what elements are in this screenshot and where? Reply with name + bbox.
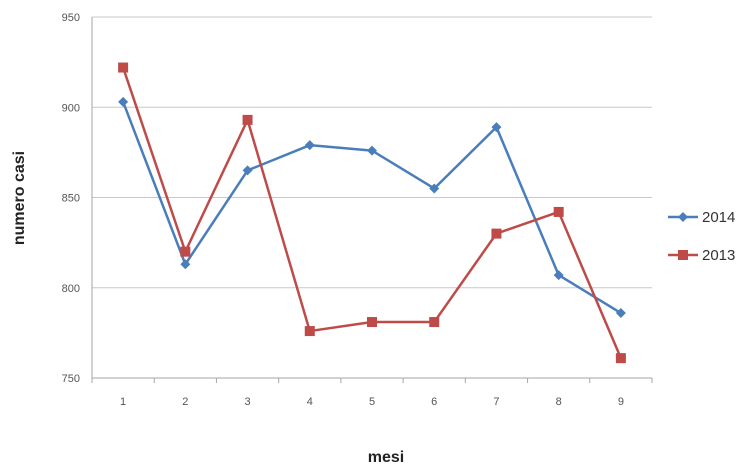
- data-point-2013: [491, 228, 502, 239]
- series-lines: [118, 62, 626, 364]
- series-line-2014: [121, 101, 622, 315]
- data-point-2014: [304, 140, 315, 151]
- series-line-2013: [121, 67, 623, 359]
- data-point-2014: [367, 145, 377, 156]
- data-point-2014: [429, 183, 440, 194]
- y-tick-label: 750: [62, 373, 80, 385]
- data-point-2013: [118, 62, 129, 73]
- series-2014: [118, 96, 626, 319]
- y-tick-label: 850: [62, 193, 80, 205]
- x-tick-label: 2: [182, 396, 188, 408]
- x-tick-label: 7: [493, 396, 499, 408]
- gridlines: [91, 16, 653, 383]
- y-tick-label: 900: [62, 102, 80, 114]
- data-point-2014: [242, 165, 253, 176]
- x-tick-label: 1: [120, 396, 126, 408]
- x-axis-title: mesi: [368, 449, 404, 466]
- x-tick-label: 5: [369, 396, 375, 408]
- data-point-2013: [367, 317, 377, 328]
- y-axis-title: numero casi: [11, 151, 28, 245]
- series-2013: [118, 62, 626, 364]
- data-point-2013: [553, 206, 564, 217]
- legend: 2014 2013: [668, 209, 735, 264]
- data-point-2014: [491, 122, 502, 133]
- legend-item-2013: 2013: [668, 247, 735, 264]
- x-tick-label: 6: [431, 396, 437, 408]
- data-point-2014: [615, 308, 626, 319]
- data-point-2013: [242, 114, 253, 125]
- x-tick-label: 8: [556, 396, 562, 408]
- legend-marker: [678, 250, 688, 260]
- data-point-2013: [180, 246, 191, 257]
- data-point-2014: [180, 259, 191, 270]
- data-point-2014: [118, 96, 129, 107]
- legend-marker: [678, 212, 688, 222]
- x-tick-label: 3: [244, 396, 250, 408]
- legend-item-2014: 2014: [668, 209, 735, 226]
- legend-label: 2013: [702, 247, 735, 264]
- x-axis-ticks: 1 2 3 4 5 6 7 8 9: [120, 396, 624, 408]
- y-axis-ticks: 750 800 850 900 950: [62, 12, 80, 385]
- data-point-2014: [553, 270, 564, 281]
- y-tick-label: 800: [62, 283, 80, 295]
- y-tick-label: 950: [62, 12, 80, 24]
- x-tick-label: 4: [307, 396, 313, 408]
- x-tick-label: 9: [618, 396, 624, 408]
- legend-label: 2014: [702, 209, 735, 226]
- data-point-2013: [304, 326, 315, 337]
- data-point-2013: [429, 317, 440, 328]
- data-point-2013: [615, 353, 626, 364]
